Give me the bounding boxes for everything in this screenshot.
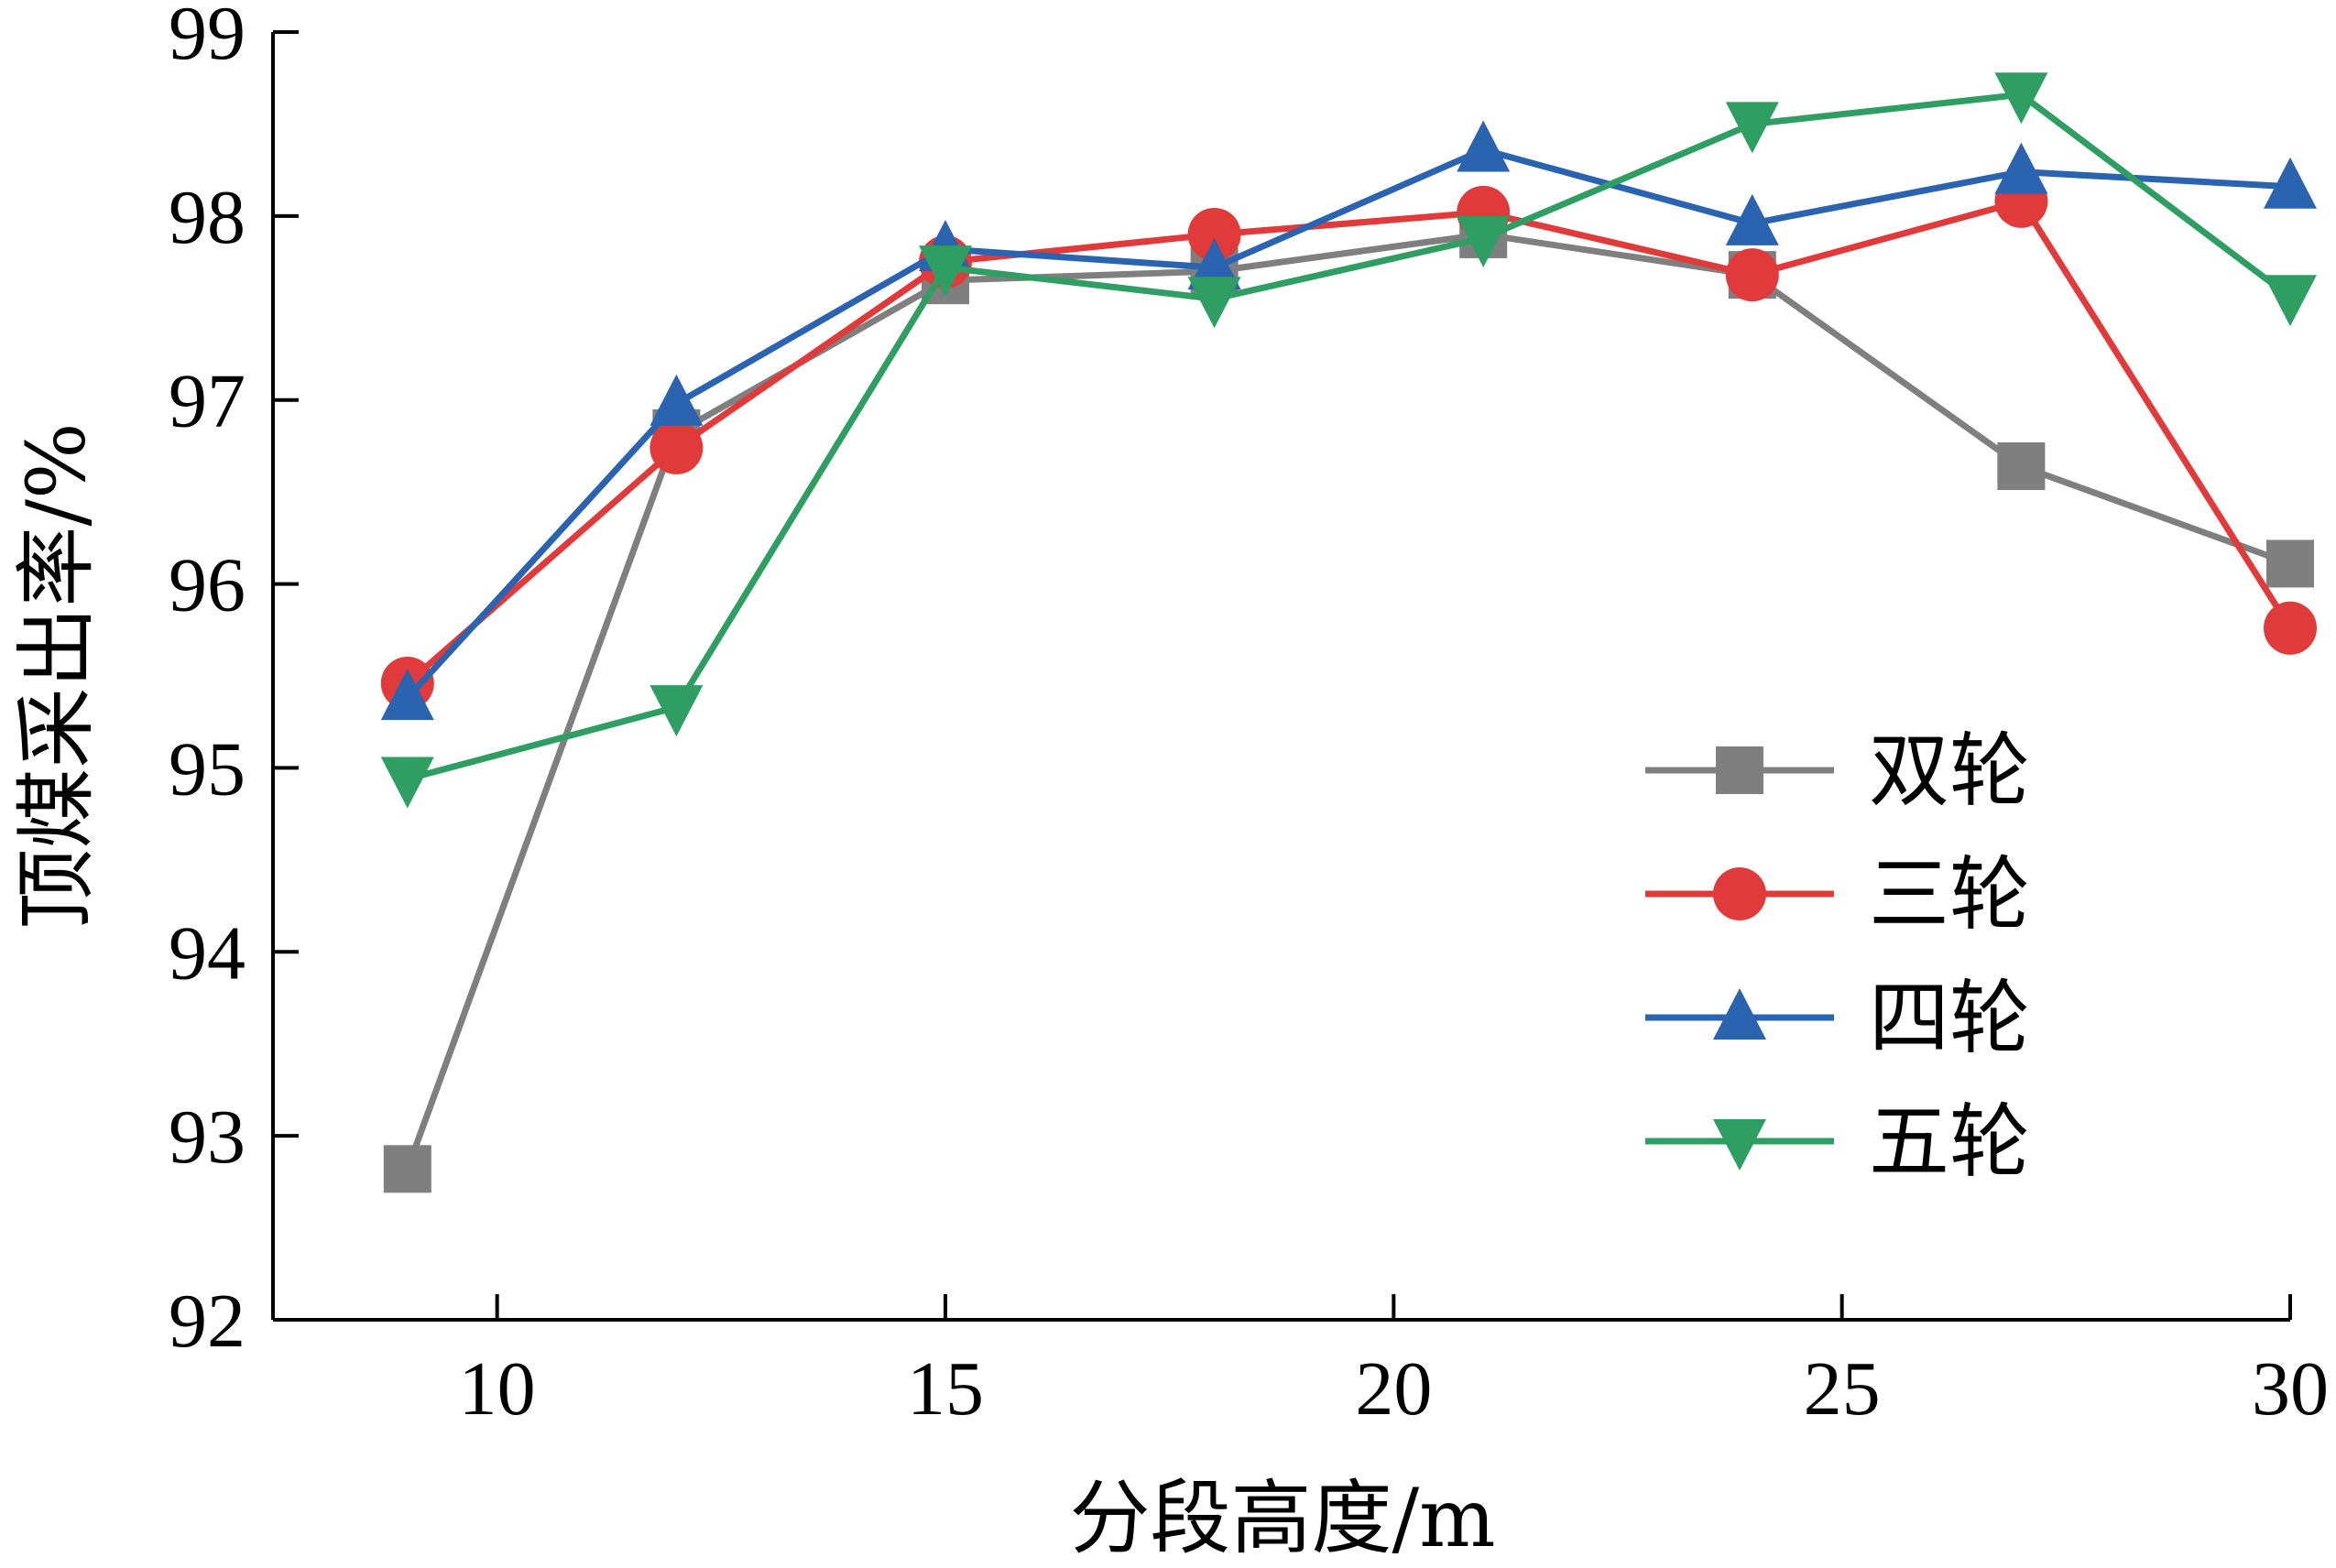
- data-point: [1997, 442, 2046, 491]
- data-point: [383, 1145, 431, 1193]
- data-point: [380, 757, 434, 809]
- series-4: [380, 72, 2317, 809]
- y-tick-label: 99: [169, 0, 246, 76]
- legend-entry: 三轮: [1645, 847, 2030, 942]
- data-point: [1187, 238, 1241, 290]
- data-point: [1725, 102, 1779, 154]
- data-point: [1187, 277, 1241, 329]
- data-point: [1187, 207, 1241, 261]
- legend-swatch-marker: [1716, 746, 1763, 794]
- legend-entry: 双轮: [1645, 724, 2030, 818]
- legend-label: 五轮: [1869, 1094, 2030, 1189]
- series-layer: [380, 72, 2317, 1193]
- data-point: [649, 685, 704, 737]
- y-tick-label: 96: [169, 543, 246, 628]
- data-point: [2264, 157, 2317, 209]
- x-tick-label: 15: [907, 1346, 984, 1432]
- y-axis-title: 顶煤采出率/%: [9, 422, 104, 929]
- series-line: [404, 231, 2292, 1171]
- axis-layer: [271, 32, 2290, 1322]
- legend-entry: 四轮: [1645, 971, 2030, 1065]
- data-point: [1725, 193, 1779, 245]
- y-tick-label: 93: [169, 1094, 246, 1180]
- tick-label-layer: 92 93 94 95 96 97 98 99 10 15 20 25 30: [169, 0, 2329, 1432]
- legend-swatch-marker: [1713, 988, 1766, 1040]
- tick-layer: [273, 30, 2292, 1322]
- series-line: [405, 198, 2293, 686]
- x-axis-title: 分段高度/m: [1069, 1471, 1495, 1565]
- y-tick-label: 92: [169, 1279, 246, 1364]
- data-point: [1457, 120, 1511, 172]
- legend-swatch-marker: [1713, 867, 1766, 920]
- y-tick-label: 95: [169, 726, 246, 811]
- y-tick-label: 97: [169, 359, 246, 444]
- legend-label: 三轮: [1869, 847, 2030, 942]
- data-point: [380, 669, 434, 721]
- y-tick-label: 98: [169, 175, 246, 260]
- legend-label: 双轮: [1869, 724, 2030, 818]
- series-line: [406, 91, 2293, 782]
- data-point: [2264, 601, 2317, 655]
- data-point: [2264, 275, 2317, 327]
- data-point: [1725, 248, 1779, 302]
- legend-entry: 五轮: [1645, 1094, 2030, 1189]
- data-point: [2266, 539, 2314, 588]
- data-point: [649, 374, 704, 426]
- x-tick-label: 10: [459, 1346, 536, 1432]
- legend-label: 四轮: [1869, 971, 2030, 1065]
- x-tick-label: 25: [1804, 1346, 1881, 1432]
- data-point: [919, 245, 972, 298]
- x-tick-label: 30: [2252, 1346, 2329, 1432]
- x-tick-label: 20: [1355, 1346, 1432, 1432]
- series-line: [405, 147, 2291, 701]
- data-point: [1994, 142, 2048, 194]
- data-point: [649, 420, 704, 474]
- legend-swatch-marker: [1713, 1119, 1766, 1171]
- data-point: [1457, 215, 1511, 267]
- y-tick-label: 94: [169, 910, 246, 996]
- data-point: [1994, 72, 2048, 125]
